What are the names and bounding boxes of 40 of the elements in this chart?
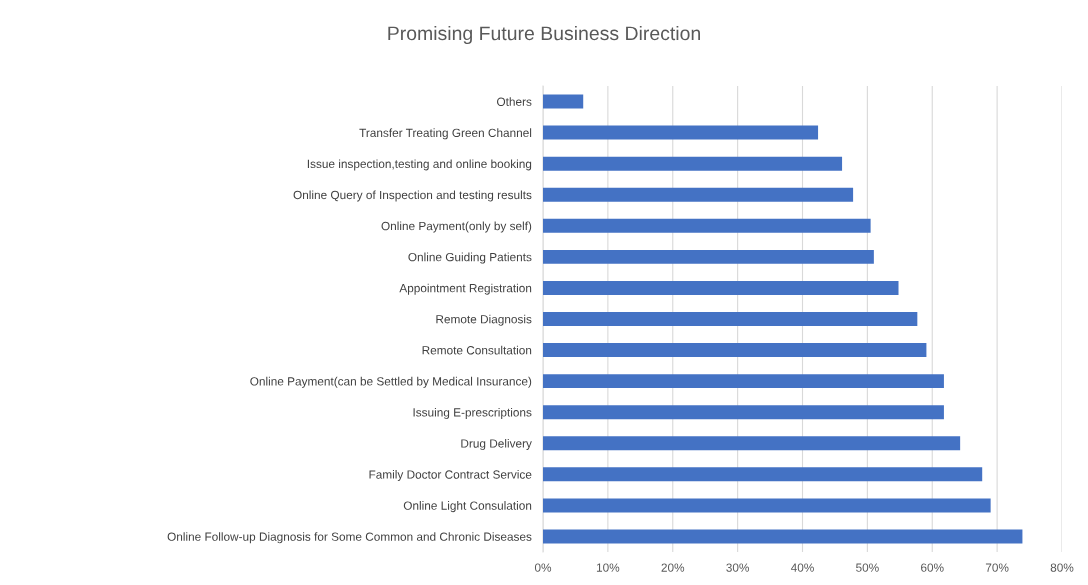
bar	[543, 218, 871, 233]
y-tick-label: Others	[497, 97, 532, 106]
y-tick-label: Online Payment(can be Settled by Medical Insurance)	[250, 376, 532, 388]
bar	[543, 312, 918, 326]
bar	[543, 187, 854, 202]
bar	[543, 405, 944, 420]
bar	[543, 280, 899, 295]
y-tick-label: Appointment Registration	[399, 283, 532, 295]
y-tick-label: Online Query of Inspection and testing results	[293, 190, 532, 202]
x-tick-label: 20%	[661, 563, 685, 572]
y-tick-label: Online Light Consulation	[403, 501, 532, 513]
y-tick-label: Drug Delivery	[461, 438, 532, 450]
y-tick-label: Transfer Treating Green Channel	[359, 128, 532, 140]
x-tick-label: 0%	[534, 563, 552, 572]
x-tick-label: 70%	[985, 563, 1009, 572]
y-tick-label: Issuing E-prescriptions	[413, 407, 532, 419]
y-tick-label: Issue inspection,testing and online booking	[307, 159, 532, 171]
bar	[543, 529, 1023, 544]
bar	[543, 374, 944, 389]
x-tick-label: 30%	[726, 563, 750, 572]
bar	[543, 436, 961, 451]
y-tick-label: Family Doctor Contract Service	[369, 470, 532, 482]
bar	[543, 343, 927, 358]
y-tick-label: Remote Consultation	[422, 345, 532, 355]
y-tick-label: Online Payment(only by self)	[381, 221, 532, 233]
bar	[543, 125, 819, 140]
x-tick-label: 80%	[1050, 563, 1074, 572]
x-tick-label: 50%	[856, 563, 879, 572]
y-tick-label: Online Guiding Patients	[408, 252, 532, 264]
bar	[543, 94, 584, 109]
bar	[543, 249, 874, 264]
bar	[543, 156, 843, 171]
bar	[543, 467, 983, 482]
y-tick-label: Online Follow-up Diagnosis for Some Common and Chronic Diseases	[167, 532, 532, 544]
bar	[543, 498, 991, 513]
x-tick-label: 40%	[790, 563, 814, 572]
x-tick-label: 10%	[596, 563, 620, 572]
chart-title: Promising Future Business Direction	[388, 25, 700, 45]
y-tick-label: Remote Diagnosis	[436, 314, 532, 326]
x-tick-label: 60%	[921, 563, 944, 572]
